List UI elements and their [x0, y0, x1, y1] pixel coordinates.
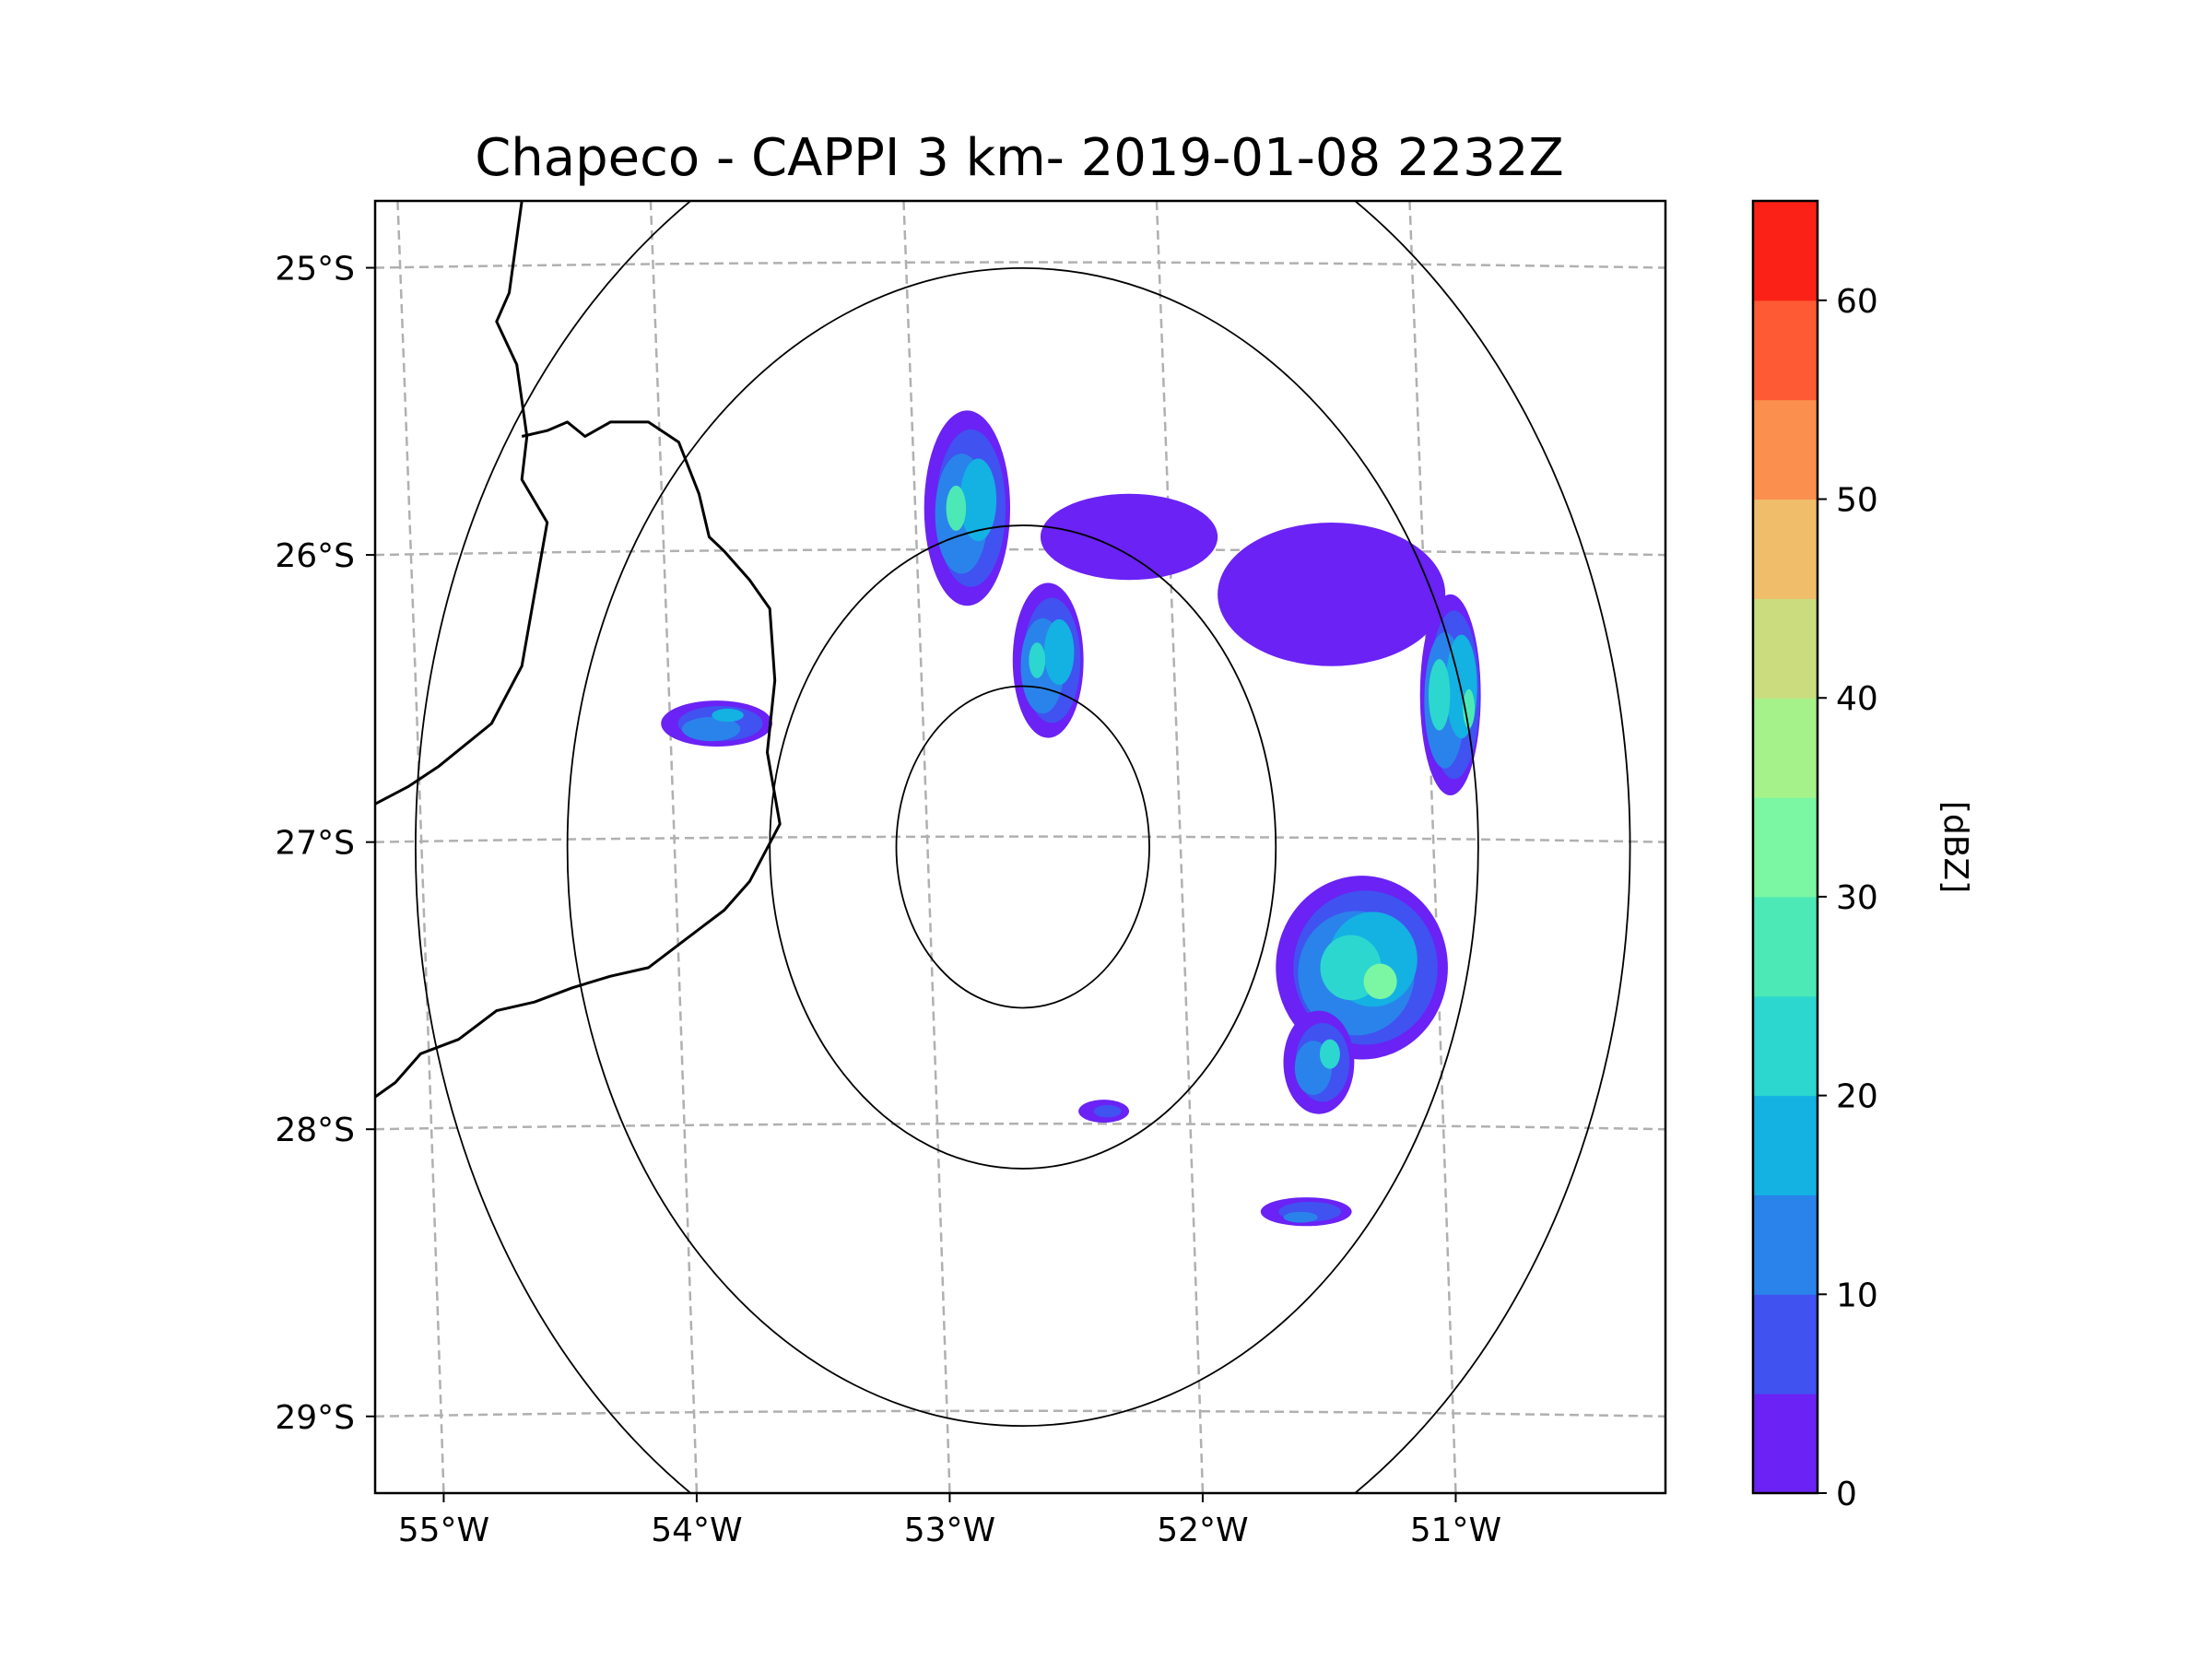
echo-northern-stratiform — [1040, 493, 1218, 581]
colorbar-tick-label: 30 — [1836, 879, 1878, 917]
echo-north-central-cell — [1012, 582, 1084, 738]
colorbar-swatch — [1753, 1294, 1818, 1394]
echo-layer-north-central-cell — [1043, 618, 1075, 686]
x-tick-label: 53°W — [904, 1512, 995, 1549]
echo-north-cell — [924, 410, 1011, 606]
colorbar-label: [dBZ] — [1936, 801, 1974, 893]
colorbar-swatch — [1753, 1194, 1818, 1295]
colorbar-swatch — [1753, 1394, 1818, 1494]
colorbar-tick-label: 20 — [1836, 1078, 1878, 1116]
colorbar-swatch — [1753, 499, 1818, 599]
parallel-line — [375, 1122, 1665, 1131]
colorbar-swatch — [1753, 300, 1818, 401]
colorbar-tick-label: 40 — [1836, 680, 1878, 718]
y-tick-label: 26°S — [275, 537, 355, 575]
echo-layer-northeast-edge — [1463, 688, 1476, 728]
echo-northwest-band — [661, 700, 772, 747]
colorbar-swatch — [1753, 201, 1818, 301]
meridian-line — [1155, 201, 1205, 1493]
echo-layer-north-central-cell — [1029, 642, 1046, 678]
parallel-line — [375, 1409, 1665, 1418]
colorbar: 0 10 20 30 40 50 60 [dBZ] — [1751, 199, 1974, 1513]
colorbar-swatch — [1753, 995, 1818, 1097]
echo-layer-northwest-band — [712, 708, 744, 723]
range-ring — [895, 685, 1150, 1009]
echo-layer-south-small — [1093, 1104, 1122, 1118]
colorbar-swatch — [1753, 1095, 1818, 1195]
colorbar-swatch — [1753, 399, 1818, 500]
colorbar-swatch — [1753, 896, 1818, 997]
colorbar-swatch — [1753, 698, 1818, 798]
colorbar-tick-label: 10 — [1836, 1277, 1878, 1314]
political-borders — [375, 201, 782, 1099]
echo-east-cell-south — [1283, 1010, 1355, 1114]
meridian-line — [1408, 201, 1457, 1493]
x-tick-label: 54°W — [651, 1512, 742, 1549]
graticule — [375, 201, 1665, 1493]
colorbar-swatch — [1753, 797, 1818, 898]
range-ring — [566, 267, 1479, 1427]
map-frame — [373, 199, 1667, 1495]
country-border-north — [375, 201, 549, 806]
echo-northeast-stratiform — [1218, 522, 1446, 666]
y-tick-label: 29°S — [275, 1399, 355, 1437]
echo-layer-northern-stratiform — [1084, 513, 1182, 561]
x-tick-label: 52°W — [1157, 1512, 1248, 1549]
y-tick-label: 27°S — [275, 825, 355, 863]
meridian-line — [902, 201, 951, 1493]
echo-layer-southeast-streak — [1283, 1211, 1318, 1223]
y-axis-ticks: 25°S 26°S 27°S 28°S 29°S — [275, 251, 375, 1437]
echo-southeast-streak — [1260, 1197, 1352, 1227]
meridian-line — [396, 201, 445, 1493]
reflectivity-echoes — [661, 410, 1481, 1227]
y-tick-label: 28°S — [275, 1112, 355, 1149]
echo-northeast-edge — [1419, 594, 1481, 795]
colorbar-tick-label: 50 — [1836, 482, 1878, 520]
parallel-line — [375, 547, 1665, 557]
colorbar-swatches — [1753, 201, 1818, 1494]
echo-layer-north-cell — [959, 458, 997, 542]
range-rings — [415, 201, 1631, 1493]
colorbar-ticks: 0 10 20 30 40 50 60 — [1818, 283, 1878, 1513]
chart-title: Chapeco - CAPPI 3 km- 2019-01-08 2232Z — [475, 128, 1564, 188]
colorbar-frame — [1751, 199, 1819, 1495]
colorbar-swatch — [1753, 598, 1818, 699]
parallel-line — [375, 835, 1665, 843]
x-tick-label: 51°W — [1410, 1512, 1501, 1549]
echo-layer-northeast-stratiform — [1273, 555, 1398, 634]
echo-layer-east-cell — [1363, 963, 1397, 1000]
echo-layer-northwest-band — [681, 716, 741, 742]
range-ring — [769, 524, 1277, 1170]
echo-south-small — [1078, 1100, 1130, 1124]
range-ring — [415, 201, 1631, 1493]
parallel-line — [375, 261, 1665, 269]
state-border-sc-pr — [375, 420, 782, 1099]
echo-layer-east-cell-south — [1319, 1039, 1340, 1069]
map-area — [375, 201, 1665, 1493]
y-tick-label: 25°S — [275, 251, 355, 288]
colorbar-tick-label: 60 — [1836, 283, 1878, 321]
x-axis-ticks: 55°W 54°W 53°W 52°W 51°W — [398, 1493, 1501, 1549]
echo-layer-northeast-edge — [1428, 659, 1451, 731]
meridian-line — [649, 201, 699, 1493]
colorbar-tick-label: 0 — [1836, 1476, 1857, 1513]
echo-layer-north-cell — [946, 485, 967, 531]
x-tick-label: 55°W — [398, 1512, 489, 1549]
